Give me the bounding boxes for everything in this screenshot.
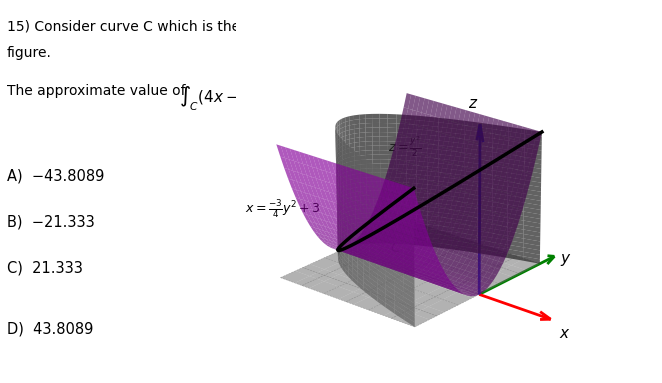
Text: 15) Consider curve C which is the intersection of the surfaces shown in the atta: 15) Consider curve C which is the inters…	[7, 19, 594, 33]
Text: A)  −43.8089: A) −43.8089	[7, 169, 104, 183]
Text: figure.: figure.	[7, 46, 52, 60]
Text: C)  21.333: C) 21.333	[7, 260, 83, 275]
Text: The approximate value of: The approximate value of	[7, 84, 185, 98]
Text: $\int_C (4x - y^2 + 6z)ds$ is:: $\int_C (4x - y^2 + 6z)ds$ is:	[179, 84, 340, 113]
Text: B)  −21.333: B) −21.333	[7, 214, 95, 229]
Text: D)  43.8089: D) 43.8089	[7, 322, 93, 337]
